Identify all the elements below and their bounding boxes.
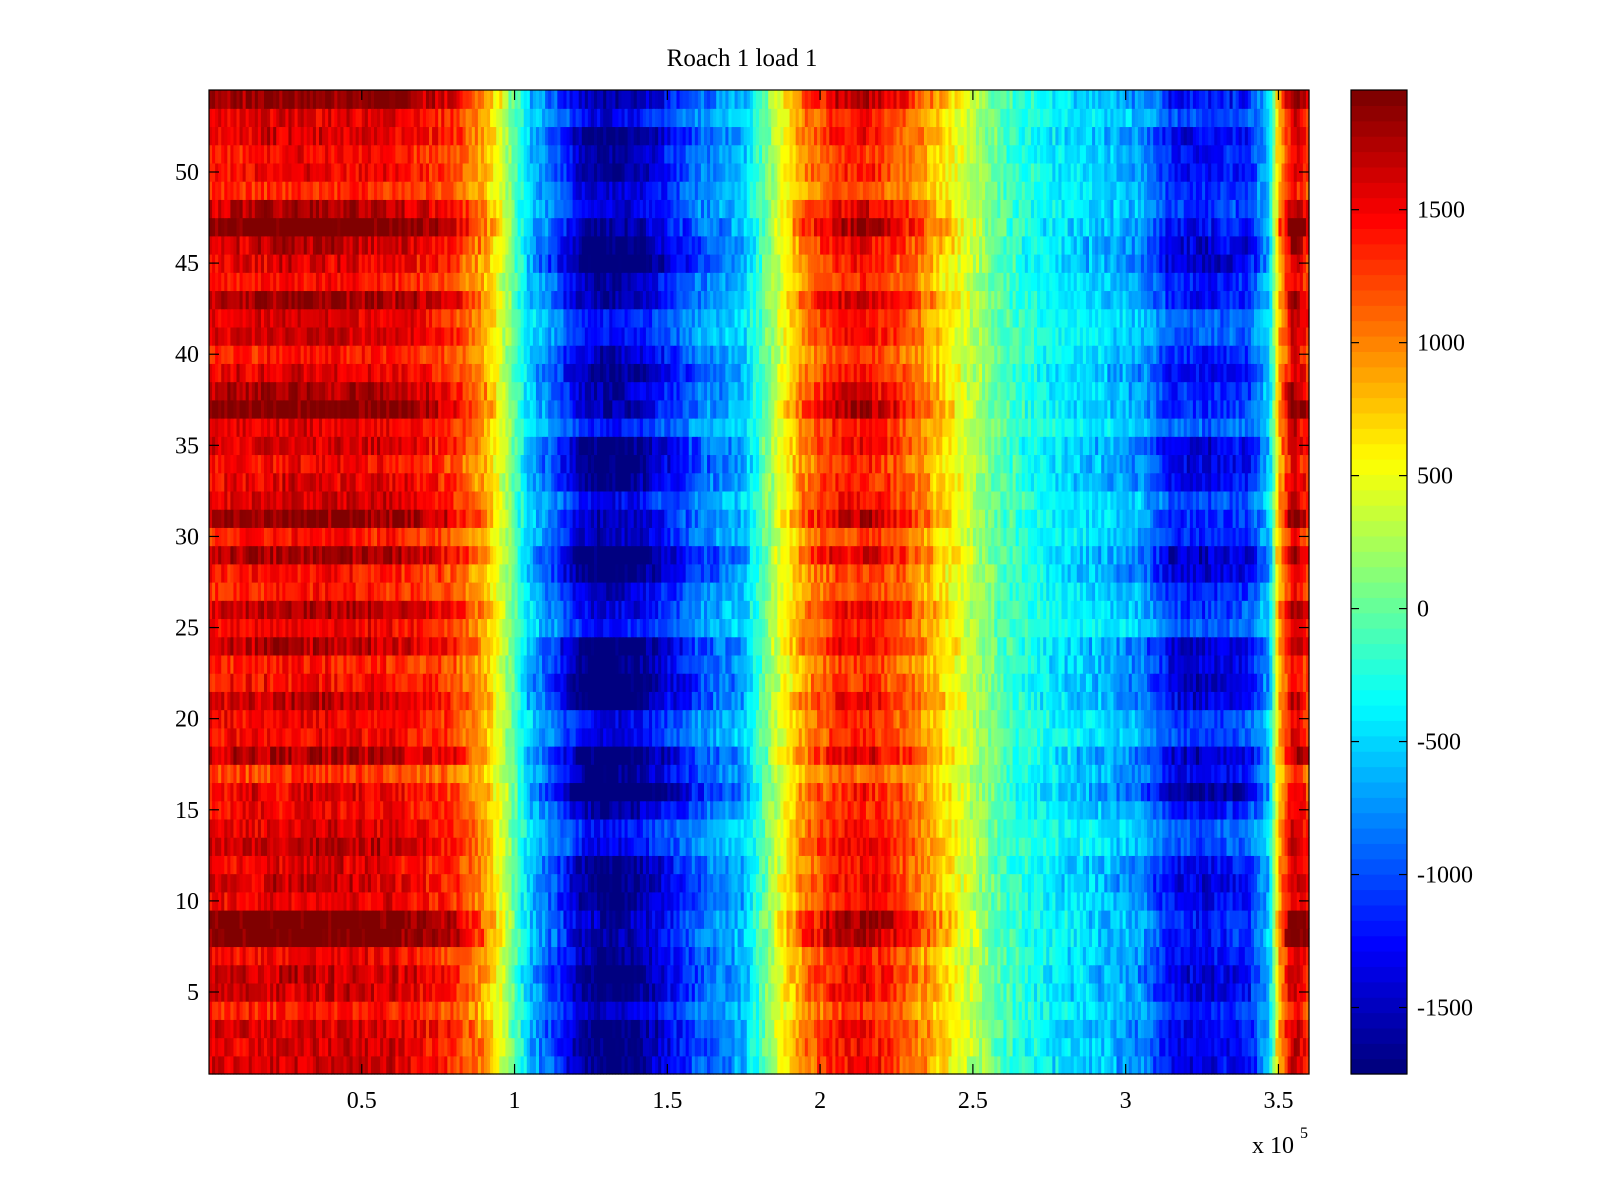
heatmap-cells	[209, 90, 1310, 1075]
chart-title: Roach 1 load 1	[667, 45, 818, 72]
